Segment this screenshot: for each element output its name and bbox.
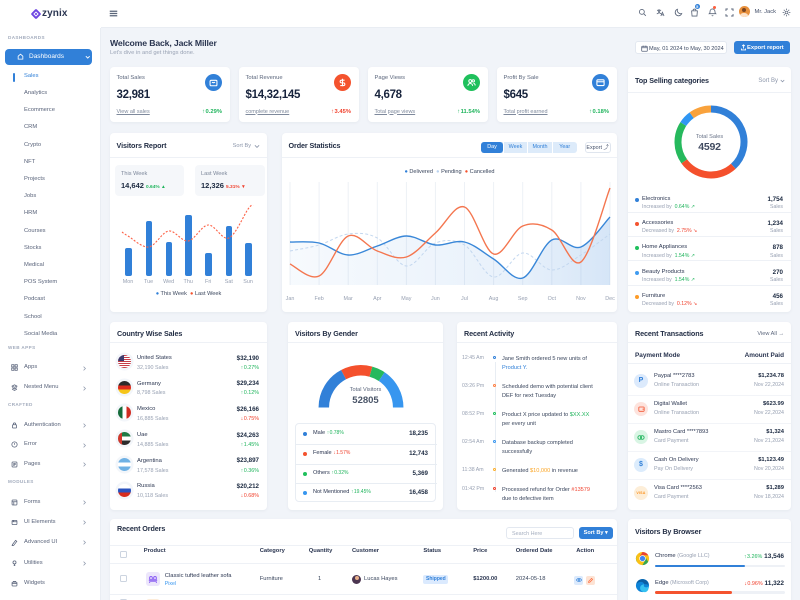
svg-text:Dec: Dec [605,296,615,302]
svg-text:Feb: Feb [314,296,323,302]
svg-text:May: May [401,296,411,302]
svg-text:Sep: Sep [518,296,528,302]
svg-text:Nov: Nov [576,296,586,302]
svg-text:Jul: Jul [461,296,468,302]
svg-text:Mar: Mar [344,296,353,302]
svg-text:Jan: Jan [286,296,295,302]
svg-text:Oct: Oct [548,296,557,302]
svg-text:Aug: Aug [489,296,499,302]
svg-text:Apr: Apr [373,296,382,302]
svg-text:Jun: Jun [431,296,440,302]
